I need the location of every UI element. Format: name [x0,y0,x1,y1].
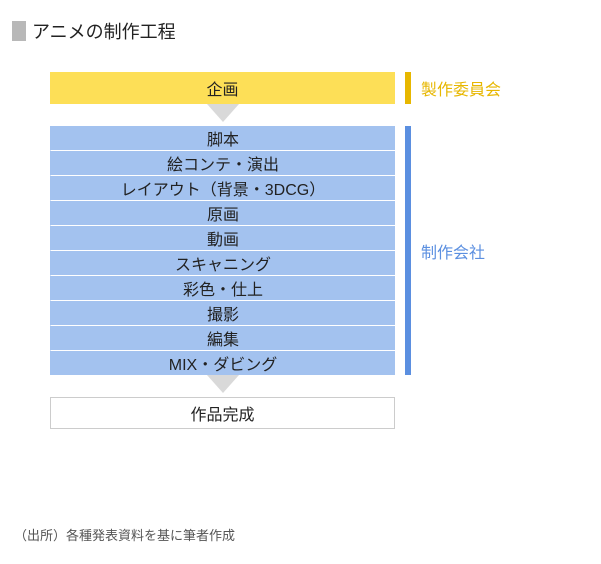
planning-side-label: 製作委員会 [411,72,501,104]
production-step: 編集 [50,325,395,350]
production-stack: 脚本 絵コンテ・演出 レイアウト（背景・3DCG） 原画 動画 スキャニング 彩… [50,126,395,375]
final-box: 作品完成 [50,397,395,429]
page-title: アニメの制作工程 [32,18,176,44]
production-step: 絵コンテ・演出 [50,150,395,175]
diagram: 企画 製作委員会 脚本 絵コンテ・演出 レイアウト（背景・3DCG） 原画 動画… [50,72,550,429]
production-step: 脚本 [50,126,395,150]
arrow-1 [50,104,395,126]
title-marker [12,21,26,41]
production-step: 原画 [50,200,395,225]
chevron-down-icon [207,375,239,393]
production-side-label: 制作会社 [411,126,485,375]
production-step: スキャニング [50,250,395,275]
production-step: 動画 [50,225,395,250]
title-row: アニメの制作工程 [0,0,601,44]
production-step: MIX・ダビング [50,350,395,375]
final-row: 作品完成 [50,397,550,429]
production-group: 脚本 絵コンテ・演出 レイアウト（背景・3DCG） 原画 動画 スキャニング 彩… [50,126,550,375]
arrow-2 [50,375,395,397]
production-step: レイアウト（背景・3DCG） [50,175,395,200]
production-step: 撮影 [50,300,395,325]
chevron-down-icon [207,104,239,122]
planning-row: 企画 製作委員会 [50,72,550,104]
planning-box: 企画 [50,72,395,104]
footnote: （出所）各種発表資料を基に筆者作成 [14,525,235,544]
production-step: 彩色・仕上 [50,275,395,300]
